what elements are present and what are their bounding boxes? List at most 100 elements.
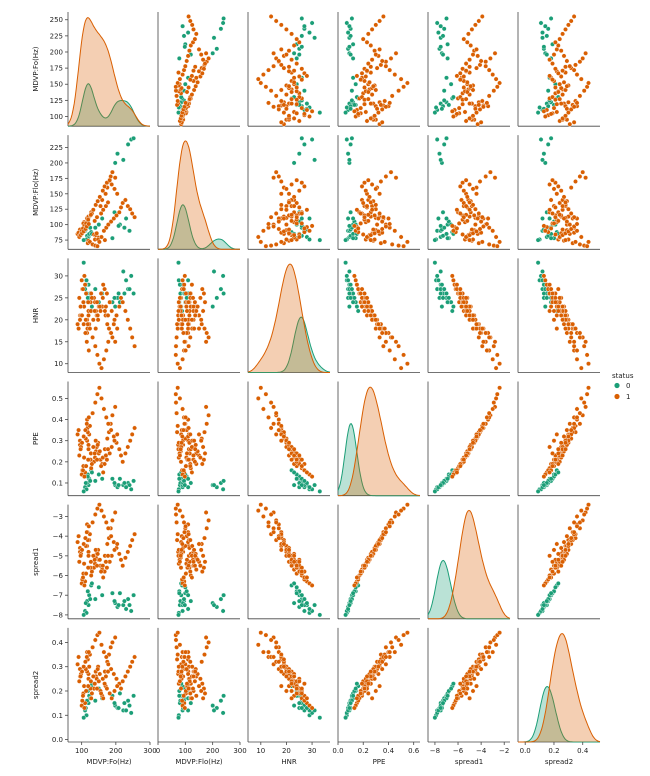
point-1-68 <box>107 450 113 456</box>
point-1-74 <box>79 547 85 553</box>
point-1-20 <box>104 321 110 327</box>
point-1-55 <box>268 14 274 19</box>
kde-fill-1 <box>248 264 330 373</box>
point-1-38 <box>92 637 98 643</box>
point-1-80 <box>362 686 367 691</box>
point-1-54 <box>476 334 482 340</box>
point-1-40 <box>175 80 181 86</box>
y-tick-label: 75 <box>54 237 63 245</box>
point-1-43 <box>486 225 492 231</box>
point-1-68 <box>202 450 208 456</box>
point-1-39 <box>173 506 179 511</box>
point-1-7 <box>294 110 300 116</box>
point-1-84 <box>286 64 292 70</box>
point-0-27 <box>81 715 87 721</box>
point-1-46 <box>561 216 567 221</box>
point-0-16 <box>127 228 132 234</box>
point-0-20 <box>294 584 300 590</box>
y-tick-label: 15 <box>54 338 63 346</box>
point-1-18 <box>467 237 472 243</box>
point-1-81 <box>187 569 193 574</box>
point-0-13 <box>548 16 554 21</box>
point-1-74 <box>372 547 377 553</box>
point-1-68 <box>107 299 113 305</box>
point-1-81 <box>457 463 463 469</box>
point-1-83 <box>364 559 370 565</box>
point-0-11 <box>128 710 134 716</box>
x-tick-label: 0 <box>156 747 160 755</box>
point-1-70 <box>551 186 557 192</box>
point-1-56 <box>351 273 357 279</box>
point-0-24 <box>348 52 353 57</box>
point-1-43 <box>387 67 393 73</box>
point-1-74 <box>470 440 476 446</box>
point-1-50 <box>120 200 126 206</box>
point-1-40 <box>258 502 264 508</box>
point-1-16 <box>96 678 102 684</box>
point-1-65 <box>558 74 564 79</box>
point-1-24 <box>393 50 399 56</box>
point-1-66 <box>102 183 108 189</box>
point-1-62 <box>278 87 284 93</box>
point-0-9 <box>115 151 120 157</box>
point-0-26 <box>350 299 356 305</box>
point-1-60 <box>557 96 563 102</box>
point-1-77 <box>571 104 577 110</box>
point-1-82 <box>100 282 106 288</box>
point-1-42 <box>101 514 107 519</box>
point-1-69 <box>547 57 552 63</box>
point-1-42 <box>101 649 107 655</box>
point-1-52 <box>469 26 475 32</box>
point-0-15 <box>544 33 550 39</box>
point-1-80 <box>94 457 100 463</box>
point-1-41 <box>493 76 499 82</box>
point-1-52 <box>125 444 131 450</box>
point-0-11 <box>220 486 226 492</box>
point-1-41 <box>177 365 183 371</box>
point-1-24 <box>271 404 276 410</box>
point-1-34 <box>472 222 478 228</box>
point-0-22 <box>92 225 98 231</box>
point-1-80 <box>362 563 367 569</box>
point-1-41 <box>177 76 183 82</box>
point-0-9 <box>345 151 351 157</box>
point-1-20 <box>199 321 205 327</box>
point-1-66 <box>457 183 463 189</box>
point-0-17 <box>185 708 191 713</box>
point-1-75 <box>179 541 185 547</box>
point-0-10 <box>125 141 131 147</box>
point-1-47 <box>471 676 477 682</box>
point-0-20 <box>96 472 102 477</box>
point-1-56 <box>449 705 455 711</box>
point-1-47 <box>286 48 292 54</box>
point-1-79 <box>365 89 371 95</box>
point-1-48 <box>116 446 122 452</box>
point-1-38 <box>173 637 179 643</box>
point-1-82 <box>547 469 552 475</box>
point-1-84 <box>286 199 292 205</box>
point-1-68 <box>294 177 300 183</box>
point-1-23 <box>110 640 115 645</box>
point-1-57 <box>301 111 307 117</box>
point-0-24 <box>440 52 446 57</box>
point-1-7 <box>81 299 86 305</box>
point-1-11 <box>76 533 82 539</box>
point-0-27 <box>432 110 438 116</box>
point-1-42 <box>180 356 186 362</box>
point-1-56 <box>82 705 87 711</box>
point-1-77 <box>383 529 389 535</box>
point-1-76 <box>180 330 186 336</box>
y-axis-label: MDVP:Fo(Hz) <box>32 46 40 91</box>
point-1-20 <box>568 185 574 191</box>
point-0-12 <box>211 708 217 713</box>
point-1-22 <box>577 421 583 427</box>
point-1-82 <box>547 73 552 79</box>
point-0-15 <box>122 700 127 706</box>
point-1-10 <box>75 431 81 437</box>
point-1-23 <box>580 169 586 175</box>
point-0-8 <box>291 50 297 56</box>
point-1-74 <box>563 113 568 119</box>
point-1-80 <box>553 457 558 463</box>
point-0-17 <box>123 708 129 713</box>
